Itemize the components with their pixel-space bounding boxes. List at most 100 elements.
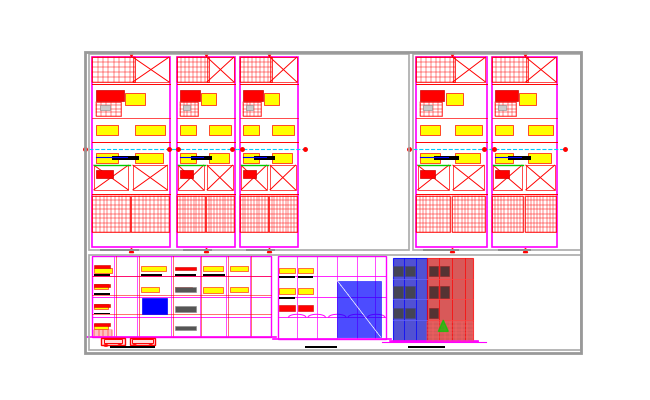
Bar [270, 165, 296, 190]
Bar [428, 258, 473, 341]
Bar [111, 346, 155, 348]
Bar [183, 104, 190, 110]
Bar [243, 126, 259, 135]
Bar [92, 57, 135, 82]
Bar [94, 313, 111, 314]
Bar [246, 249, 275, 251]
Bar [405, 286, 415, 298]
Bar [96, 102, 121, 116]
Bar [405, 266, 415, 276]
Bar [272, 153, 292, 163]
Bar [180, 90, 200, 101]
Bar [183, 249, 212, 251]
Bar [298, 276, 313, 278]
Bar [495, 102, 516, 116]
Ellipse shape [118, 345, 122, 346]
Bar [243, 102, 261, 116]
Bar [96, 153, 118, 163]
Bar [526, 165, 554, 190]
Bar [92, 196, 130, 232]
Bar [112, 156, 139, 160]
Bar [393, 286, 404, 298]
Bar [125, 93, 145, 104]
Bar [493, 165, 522, 190]
Bar [175, 306, 196, 312]
Bar [140, 287, 159, 292]
Bar [495, 90, 518, 101]
Bar [135, 153, 162, 163]
Bar [230, 266, 248, 271]
Bar [132, 339, 153, 343]
Bar [203, 266, 223, 271]
Bar [305, 346, 337, 348]
Bar [420, 102, 443, 116]
Bar [408, 346, 445, 348]
Bar [243, 153, 259, 163]
Bar [429, 286, 438, 298]
Bar [180, 102, 198, 116]
Bar [440, 266, 449, 276]
Bar [269, 196, 296, 232]
Bar [94, 323, 111, 326]
Bar [94, 268, 112, 273]
Bar [499, 104, 506, 110]
Ellipse shape [133, 345, 136, 346]
Bar [209, 153, 229, 163]
Bar [420, 90, 445, 101]
Bar [452, 196, 486, 232]
Bar [177, 196, 205, 232]
Bar [272, 126, 294, 135]
Bar [175, 267, 196, 270]
Bar [131, 196, 169, 232]
Bar [177, 57, 235, 247]
Bar [203, 274, 225, 276]
Bar [175, 287, 192, 291]
Bar [298, 305, 313, 311]
Bar [100, 104, 109, 110]
Bar [453, 165, 484, 190]
Bar [279, 305, 295, 311]
Bar [420, 153, 439, 163]
Bar [89, 255, 581, 350]
Bar [135, 126, 165, 135]
Bar [416, 57, 455, 82]
Bar [413, 54, 581, 250]
Bar [175, 274, 196, 276]
Bar [240, 57, 272, 82]
Bar [94, 284, 109, 289]
Bar [96, 90, 124, 101]
Bar [92, 256, 271, 337]
Bar [92, 57, 170, 247]
Bar [240, 57, 298, 247]
Bar [495, 126, 514, 135]
Bar [405, 308, 415, 318]
Bar [243, 170, 255, 178]
Bar [140, 274, 162, 276]
Bar [241, 165, 266, 190]
Bar [96, 126, 118, 135]
Bar [455, 153, 480, 163]
Bar [393, 266, 404, 276]
Bar [298, 268, 313, 273]
Bar [246, 104, 253, 110]
Bar [416, 57, 487, 247]
Bar [528, 153, 551, 163]
Bar [94, 293, 111, 295]
Bar [203, 287, 223, 293]
Bar [525, 196, 556, 232]
Bar [440, 286, 449, 298]
Bar [278, 256, 386, 339]
Bar [207, 57, 234, 82]
Bar [429, 266, 438, 276]
Bar [180, 153, 196, 163]
Bar [434, 156, 458, 160]
Bar [508, 156, 531, 160]
Bar [393, 258, 428, 341]
Bar [393, 308, 404, 318]
Bar [528, 126, 552, 135]
Bar [420, 126, 439, 135]
Bar [133, 165, 167, 190]
Bar [279, 297, 295, 298]
Bar [495, 153, 514, 163]
Bar [240, 196, 268, 232]
